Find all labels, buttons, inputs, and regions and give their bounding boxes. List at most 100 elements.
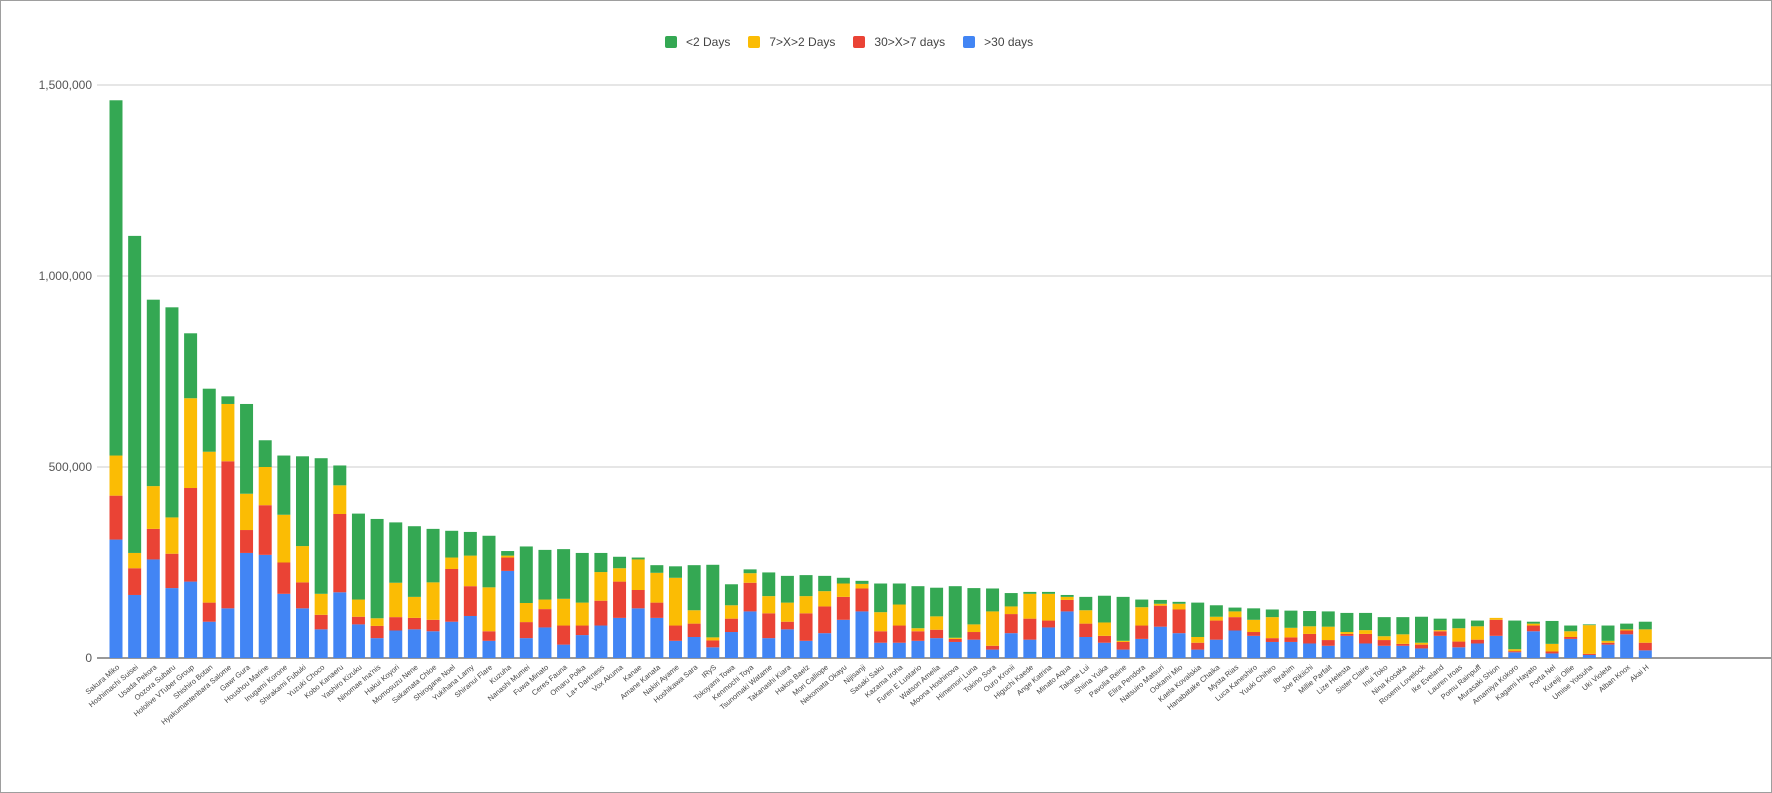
bar-segment: [1060, 611, 1074, 658]
bar-segment: [314, 593, 328, 615]
bar-segment: [1470, 639, 1484, 644]
bar-segment: [165, 307, 179, 518]
bar-segment: [930, 629, 944, 639]
bar-segment: [1377, 636, 1391, 641]
bar-segment: [818, 591, 832, 607]
bar-segment: [202, 602, 216, 622]
bar-segment: [594, 625, 608, 658]
bar-segment: [1582, 625, 1596, 654]
bar-segment: [389, 522, 403, 583]
bar-segment: [277, 455, 291, 515]
bar-segment: [669, 625, 682, 641]
legend-swatch: [963, 36, 976, 48]
bar-segment: [1004, 633, 1018, 658]
bar-segment: [818, 575, 832, 592]
bar-segment: [128, 235, 142, 553]
bar-segment: [146, 486, 160, 529]
legend-item: >30 days: [963, 35, 1033, 49]
bar-segment: [538, 599, 552, 610]
bar-segment: [1415, 616, 1428, 643]
bar-segment: [1135, 638, 1149, 658]
bar-segment: [780, 621, 794, 630]
bar-segment: [1042, 620, 1055, 628]
bar-segment: [557, 549, 571, 599]
bar-segment: [1097, 622, 1111, 636]
bar-segment: [165, 553, 179, 589]
bar-segment: [333, 465, 347, 486]
bar-segment: [1340, 612, 1354, 633]
bar-segment: [631, 608, 645, 658]
bar-segment: [1079, 636, 1093, 658]
bar-segment: [1265, 641, 1279, 658]
bar-segment: [501, 555, 515, 558]
bar-segment: [1321, 640, 1335, 646]
bar-segment: [1396, 617, 1410, 635]
bar-segment: [1564, 631, 1578, 637]
bar-segment: [1247, 635, 1261, 658]
bar-segment: [1023, 591, 1037, 594]
bar-segment: [370, 618, 384, 626]
bar-segment: [538, 627, 552, 658]
bar-segment: [669, 640, 682, 658]
bar-segment: [1582, 653, 1596, 655]
bar-segment: [892, 625, 906, 643]
bar-segment: [538, 609, 552, 628]
bar-segment: [463, 531, 477, 556]
bar-segment: [874, 612, 888, 632]
y-tick-label: 1,500,000: [39, 78, 93, 92]
bar-segment: [1042, 591, 1055, 594]
bar-segment: [1321, 645, 1335, 658]
bar-segment: [557, 625, 571, 645]
bar-segment: [1079, 623, 1093, 637]
bar-segment: [557, 644, 571, 658]
bar-segment: [482, 535, 496, 588]
bar-segment: [1153, 599, 1167, 604]
bar-segment: [240, 552, 254, 658]
bar-segment: [1452, 641, 1466, 648]
bar-segment: [1191, 642, 1205, 650]
bar-segment: [780, 629, 794, 658]
bar-segment: [296, 456, 309, 547]
bar-segment: [762, 572, 776, 597]
bar-segment: [1303, 643, 1317, 658]
bar-segment: [165, 517, 179, 554]
bar-segment: [463, 555, 477, 587]
bar-segment: [1564, 636, 1578, 639]
bar-segment: [482, 587, 496, 632]
bar-segment: [1079, 596, 1093, 611]
bar-segment: [426, 582, 440, 620]
bar-segment: [1060, 594, 1074, 597]
bar-segment: [1135, 599, 1149, 608]
bar-segment: [874, 631, 888, 643]
bar-segment: [1545, 643, 1559, 652]
bar-segment: [1023, 618, 1037, 640]
bar-segment: [389, 617, 403, 631]
bar-segment: [855, 580, 869, 584]
bar-segment: [407, 526, 421, 597]
bar-segment: [519, 546, 533, 603]
bar-segment: [911, 586, 925, 629]
bar-segment: [1526, 621, 1540, 624]
bar-segment: [1228, 607, 1242, 612]
bar-segment: [1601, 642, 1615, 645]
bar-segment: [426, 619, 440, 632]
bar-segment: [762, 638, 776, 658]
bar-segment: [1060, 599, 1074, 612]
bar-segment: [1433, 618, 1447, 631]
bar-segment: [258, 440, 272, 467]
bar-segment: [351, 599, 365, 617]
bar-segment: [1004, 614, 1018, 634]
bar-segment: [1601, 640, 1615, 643]
bar-segment: [1284, 610, 1298, 628]
bar-segment: [426, 528, 440, 583]
bar-segment: [221, 396, 235, 404]
bar-segment: [650, 572, 664, 603]
bar-segment: [650, 565, 664, 573]
bar-segment: [836, 577, 850, 584]
bar-segment: [892, 604, 906, 626]
bar-segment: [557, 598, 571, 626]
bar-segment: [277, 593, 291, 658]
bar-segment: [687, 565, 701, 611]
bar-segment: [1470, 620, 1484, 627]
bar-segment: [1508, 620, 1522, 650]
